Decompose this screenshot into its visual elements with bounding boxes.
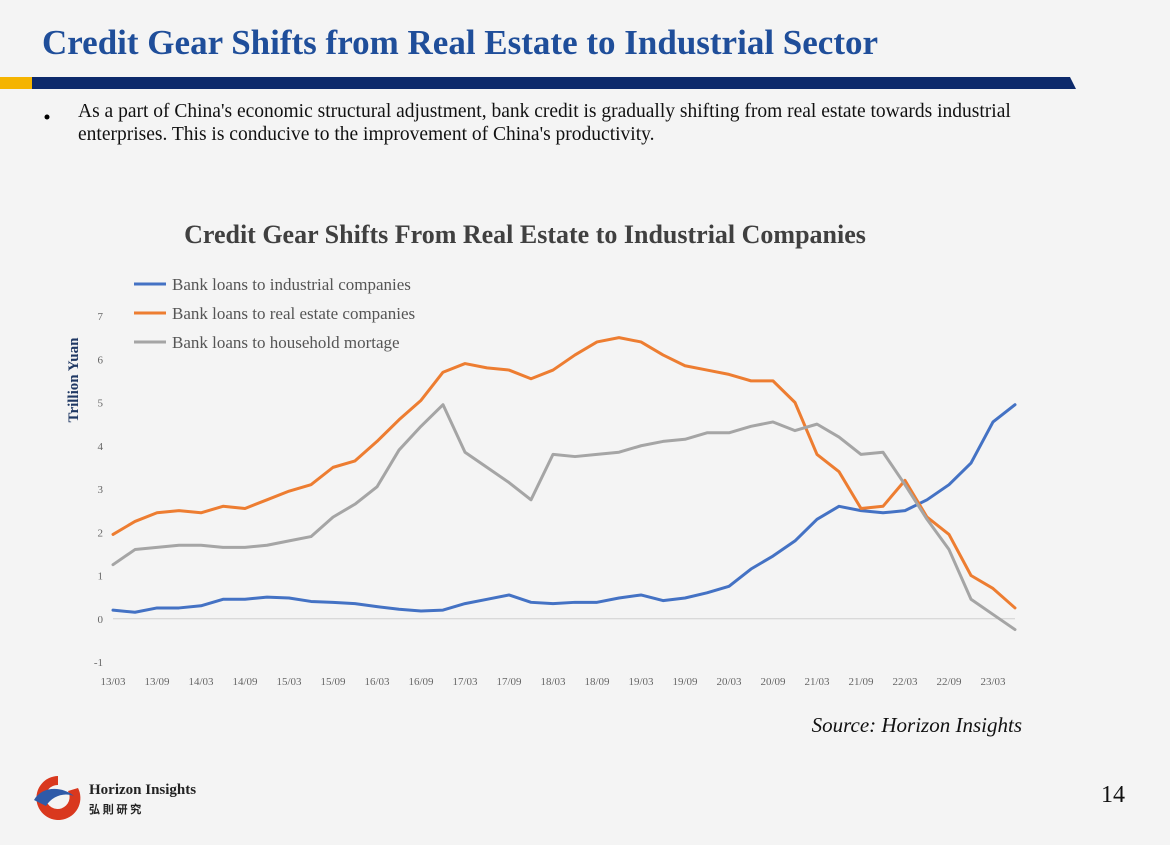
- accent-bar: [0, 77, 32, 89]
- x-tick-label: 21/03: [804, 676, 830, 688]
- x-tick-label: 21/09: [848, 676, 874, 688]
- chart-title: Credit Gear Shifts From Real Estate to I…: [184, 220, 866, 249]
- x-tick-label: 20/03: [716, 676, 742, 688]
- bullet-box: As a part of China's economic structural…: [78, 101, 1011, 145]
- logo-arc-red: [36, 776, 81, 820]
- page-number: 14: [1101, 782, 1125, 808]
- x-tick-label: 19/03: [628, 676, 654, 688]
- x-tick-label: 14/03: [188, 676, 214, 688]
- x-tick-label: 18/03: [540, 676, 566, 688]
- x-tick-label: 14/09: [232, 676, 258, 688]
- y-tick-label: 7: [98, 311, 104, 323]
- x-tick-label: 16/03: [364, 676, 390, 688]
- slide-title: Credit Gear Shifts from Real Estate to I…: [42, 23, 878, 62]
- x-tick-label: 15/03: [276, 676, 302, 688]
- bullet-dot: [44, 114, 50, 120]
- legend-label: Bank loans to real estate companies: [172, 304, 415, 323]
- x-tick-label: 17/09: [496, 676, 522, 688]
- y-tick-label: -1: [94, 657, 103, 669]
- bullet-text: As a part of China's economic structural…: [78, 101, 1011, 145]
- x-tick-label: 20/09: [760, 676, 786, 688]
- y-tick-label: 0: [98, 614, 104, 626]
- title-bar: [32, 77, 1076, 89]
- y-tick-label: 4: [98, 441, 104, 453]
- logo-arc-blue: [34, 788, 74, 806]
- y-tick-label: 2: [98, 527, 104, 539]
- x-tick-label: 19/09: [672, 676, 698, 688]
- x-tick-label: 16/09: [408, 676, 434, 688]
- x-tick-label: 23/03: [980, 676, 1006, 688]
- y-tick-label: 3: [98, 484, 104, 496]
- x-tick-label: 17/03: [452, 676, 478, 688]
- x-tick-label: 18/09: [584, 676, 610, 688]
- series-line: [111, 336, 1017, 610]
- y-tick-label: 5: [98, 398, 104, 410]
- x-tick-label: 15/09: [320, 676, 346, 688]
- logo: [34, 776, 81, 820]
- y-axis-label: Trillion Yuan: [66, 337, 82, 423]
- series-line: [111, 403, 1017, 614]
- logo-cn: 弘 則 研 究: [89, 802, 141, 816]
- legend-label: Bank loans to industrial companies: [172, 275, 411, 294]
- x-tick-label: 13/09: [144, 676, 170, 688]
- legend-label: Bank loans to household mortage: [172, 333, 400, 352]
- logo-name: Horizon Insights: [89, 782, 196, 798]
- y-tick-label: 6: [98, 354, 104, 366]
- source: Source: Horizon Insights: [812, 713, 1022, 737]
- x-tick-label: 22/03: [892, 676, 918, 688]
- x-tick-label: 22/09: [936, 676, 962, 688]
- x-tick-label: 13/03: [100, 676, 126, 688]
- y-tick-label: 1: [98, 571, 104, 583]
- series-line: [111, 403, 1017, 632]
